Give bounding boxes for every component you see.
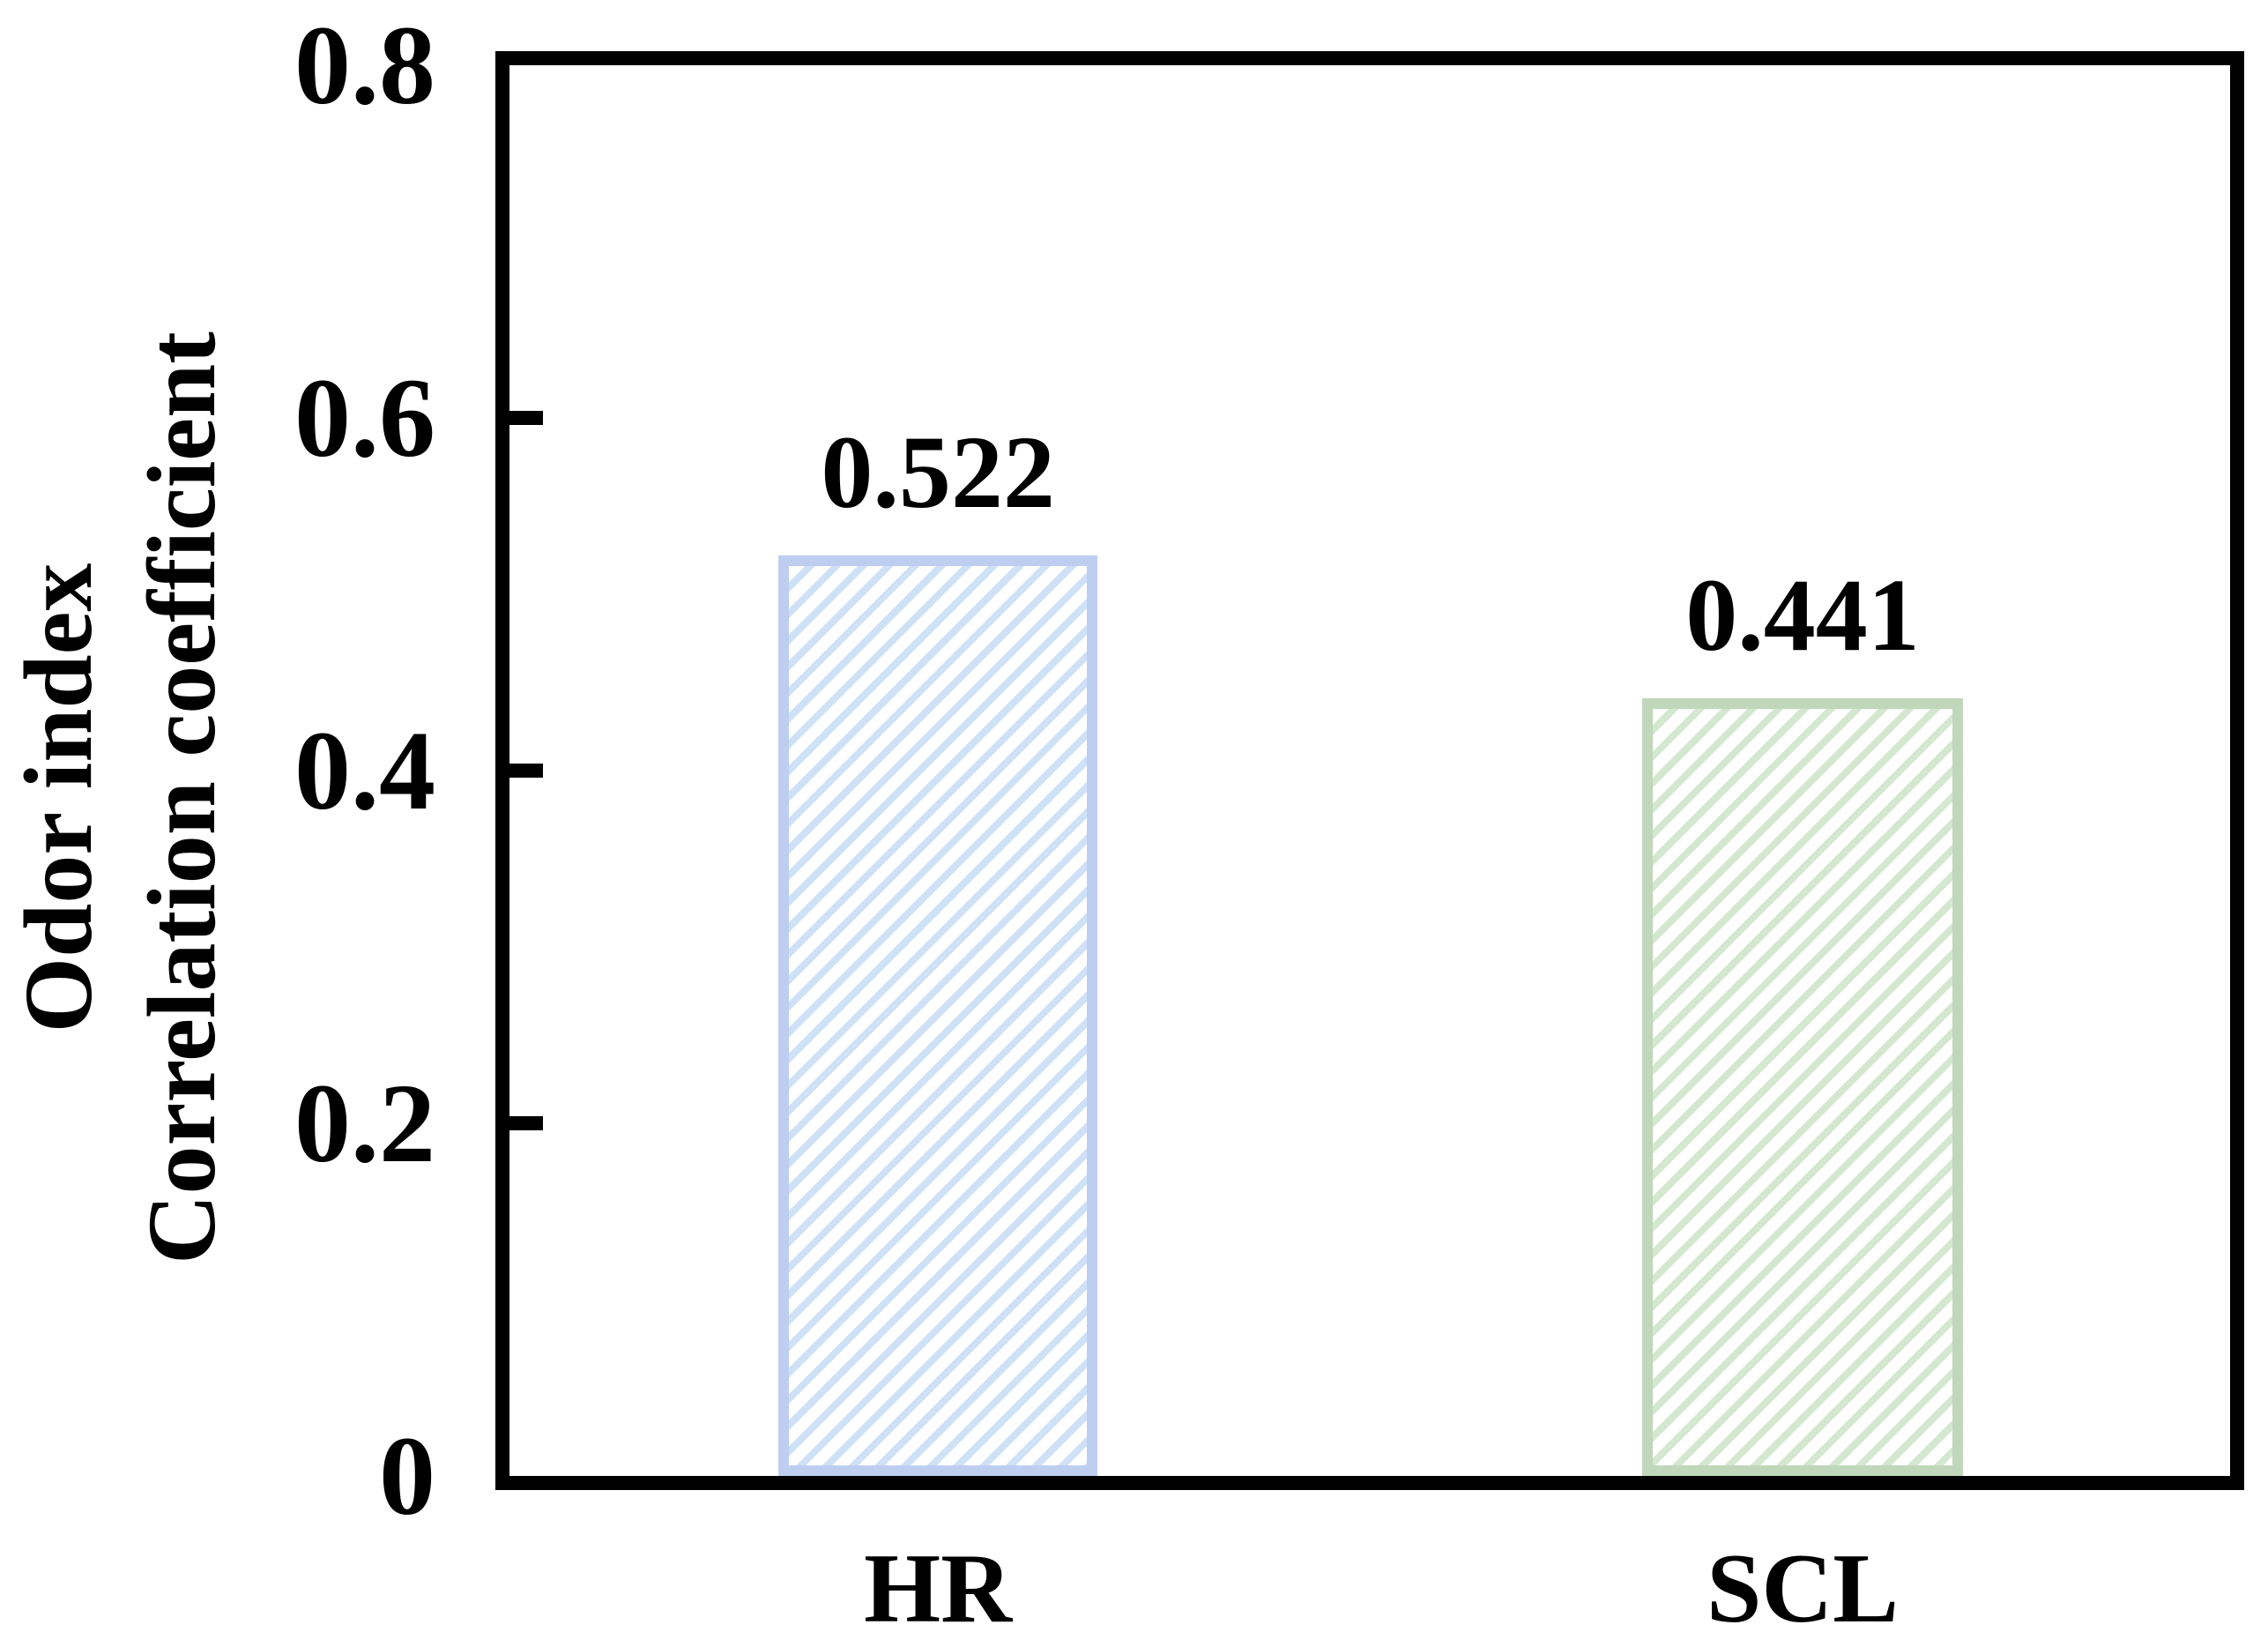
bar-value-label-scl: 0.441	[1685, 557, 1920, 673]
y-tick-label: 0.4	[294, 708, 435, 833]
x-tick-label-scl: SCL	[1707, 1534, 1899, 1643]
x-tick-label-hr: HR	[864, 1534, 1012, 1643]
bar-value-label-hr: 0.522	[821, 414, 1055, 530]
bar-group-scl: 0.441	[1642, 65, 1964, 1476]
y-tick-label: 0	[379, 1413, 435, 1539]
bar-hr	[778, 555, 1098, 1476]
plot-area: 0.522 0.441	[509, 65, 2230, 1476]
y-tick-label: 0.2	[294, 1061, 435, 1186]
y-tick-mark	[509, 1116, 543, 1130]
bar-scl	[1642, 698, 1964, 1476]
y-tick-label: 0.8	[294, 3, 435, 128]
plot-frame: 0.522 0.441	[495, 51, 2244, 1490]
y-tick-mark	[509, 411, 543, 425]
y-tick-mark	[509, 764, 543, 778]
y-tick-label: 0.6	[294, 355, 435, 481]
bar-group-hr: 0.522	[778, 65, 1098, 1476]
